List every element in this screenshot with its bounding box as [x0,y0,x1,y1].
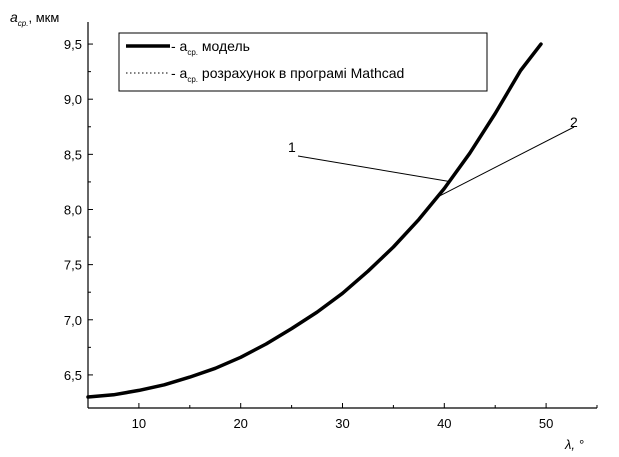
legend: - aср. модель - aср. розрахунок в програ… [118,32,488,92]
legend-label-model: - aср. модель [171,38,250,57]
x-axis-label: λ, ° [564,437,584,452]
legend-label-mathcad: - aср. розрахунок в програмі Mathcad [171,65,404,84]
x-tick-label: 40 [437,416,451,431]
annotation-1-leader [297,155,450,182]
annotations: 12 [288,114,578,198]
y-tick-label: 9,5 [64,37,82,52]
annotation-2-label: 2 [570,114,578,130]
y-axis-label: aср., мкм [10,9,59,28]
y-tick-label: 6,5 [64,368,82,383]
y-tick-label: 7,5 [64,258,82,273]
ticks: 10 20 30 40 50 6,5 7,0 7,5 8,0 8,5 9,0 9,5 [64,37,598,431]
x-tick-label: 10 [132,416,146,431]
y-tick-label: 8,5 [64,147,82,162]
x-tick-label: 50 [539,416,553,431]
y-tick-label: 9,0 [64,92,82,107]
annotation-1-label: 1 [288,139,296,155]
series-group [86,42,543,399]
x-tick-label: 20 [233,416,247,431]
series-line-model [86,42,543,399]
y-tick-label: 7,0 [64,313,82,328]
y-tick-label: 8,0 [64,202,82,217]
legend-box [118,32,488,92]
series-line-mathcad [87,43,542,398]
annotation-2-leader [436,126,575,198]
x-tick-label: 30 [335,416,349,431]
